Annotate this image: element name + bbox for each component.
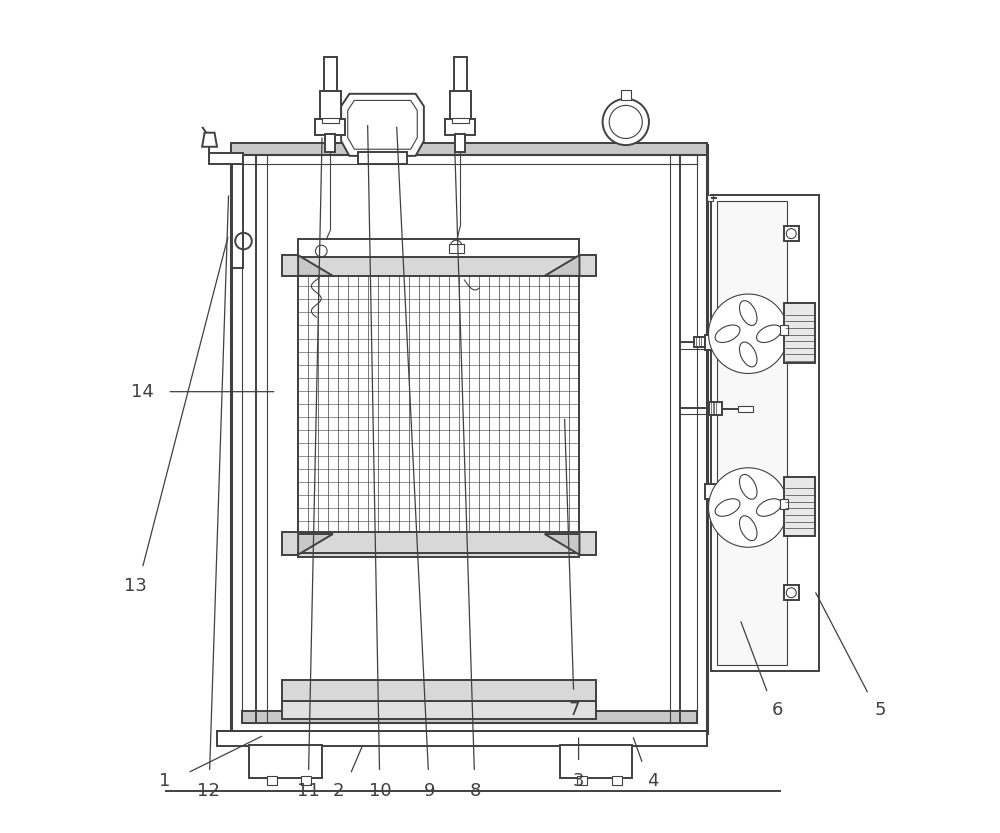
Bar bbox=[738, 406, 753, 412]
Bar bbox=[705, 336, 718, 351]
Polygon shape bbox=[341, 94, 424, 156]
Bar bbox=[249, 745, 322, 778]
Text: 13: 13 bbox=[124, 577, 147, 595]
Text: 12: 12 bbox=[197, 781, 220, 800]
Text: 11: 11 bbox=[297, 781, 319, 800]
Bar bbox=[242, 155, 697, 723]
Polygon shape bbox=[298, 534, 333, 555]
Text: 4: 4 bbox=[647, 771, 659, 790]
Polygon shape bbox=[545, 534, 579, 555]
Bar bbox=[358, 152, 407, 164]
Bar bbox=[784, 303, 815, 362]
Bar bbox=[282, 701, 596, 720]
Bar bbox=[282, 255, 596, 276]
Bar bbox=[621, 91, 631, 101]
Bar bbox=[282, 681, 596, 701]
Bar bbox=[231, 145, 707, 732]
Ellipse shape bbox=[739, 516, 757, 541]
Bar bbox=[209, 152, 243, 164]
Bar bbox=[784, 227, 799, 241]
Bar bbox=[612, 776, 622, 785]
Bar bbox=[705, 484, 718, 499]
Ellipse shape bbox=[739, 301, 757, 326]
Bar bbox=[282, 531, 596, 555]
Bar bbox=[320, 92, 341, 120]
Ellipse shape bbox=[715, 499, 740, 516]
Ellipse shape bbox=[715, 325, 740, 342]
Bar bbox=[301, 776, 311, 785]
Circle shape bbox=[709, 294, 788, 373]
Bar bbox=[298, 238, 579, 257]
Ellipse shape bbox=[757, 499, 781, 516]
Text: 14: 14 bbox=[131, 382, 154, 401]
Polygon shape bbox=[298, 255, 333, 276]
Text: 3: 3 bbox=[573, 771, 584, 790]
Bar bbox=[231, 143, 707, 155]
Bar bbox=[711, 195, 819, 671]
Circle shape bbox=[609, 106, 642, 138]
Text: 1: 1 bbox=[159, 771, 171, 790]
Bar bbox=[298, 273, 579, 534]
Text: 6: 6 bbox=[772, 701, 783, 719]
Bar bbox=[717, 202, 787, 665]
Bar bbox=[242, 711, 697, 723]
Bar bbox=[322, 117, 339, 122]
Text: 5: 5 bbox=[875, 701, 886, 719]
Bar bbox=[450, 92, 471, 120]
Text: 8: 8 bbox=[469, 781, 481, 800]
Bar bbox=[560, 745, 632, 778]
Polygon shape bbox=[545, 255, 579, 276]
Bar bbox=[325, 133, 335, 152]
Bar bbox=[445, 118, 475, 135]
Bar bbox=[232, 155, 243, 267]
Bar bbox=[709, 402, 722, 415]
Circle shape bbox=[603, 99, 649, 145]
Bar bbox=[242, 154, 697, 164]
Bar bbox=[784, 477, 815, 536]
Bar bbox=[455, 133, 465, 152]
Polygon shape bbox=[348, 101, 417, 149]
Text: 9: 9 bbox=[424, 781, 435, 800]
Bar bbox=[577, 776, 587, 785]
Bar bbox=[780, 499, 788, 509]
Bar bbox=[780, 326, 788, 336]
Circle shape bbox=[709, 468, 788, 547]
Bar bbox=[324, 57, 337, 94]
Bar bbox=[267, 776, 277, 785]
Bar bbox=[784, 586, 799, 601]
Ellipse shape bbox=[739, 475, 757, 499]
Bar bbox=[217, 731, 707, 746]
Text: 2: 2 bbox=[333, 781, 344, 800]
Bar bbox=[315, 118, 345, 135]
Text: 10: 10 bbox=[369, 781, 391, 800]
Bar bbox=[449, 244, 464, 252]
Bar bbox=[298, 553, 579, 557]
Bar bbox=[452, 117, 469, 122]
Polygon shape bbox=[202, 132, 217, 147]
Ellipse shape bbox=[757, 325, 781, 342]
Ellipse shape bbox=[739, 342, 757, 367]
Bar bbox=[694, 337, 711, 347]
Bar bbox=[707, 195, 713, 202]
Text: 7: 7 bbox=[569, 701, 580, 719]
Bar bbox=[454, 57, 467, 94]
